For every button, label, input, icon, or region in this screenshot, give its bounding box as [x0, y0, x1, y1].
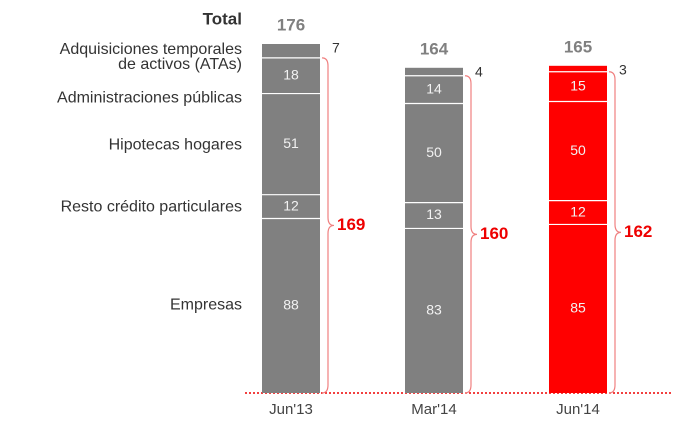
total-value: 176	[277, 15, 305, 34]
brace-label: 169	[337, 215, 365, 234]
segment-label: 12	[570, 203, 586, 219]
segment-label: 83	[426, 301, 442, 317]
series-label: Adquisiciones temporales de activos (ATA…	[59, 41, 242, 73]
brace-label: 160	[480, 224, 508, 243]
segment-label: 13	[426, 206, 442, 222]
total-value: 164	[420, 39, 449, 58]
bar-segment	[262, 218, 320, 393]
x-tick-label: Mar'14	[411, 401, 456, 418]
total-value: 165	[564, 37, 592, 56]
bar-segment	[262, 57, 320, 94]
series-label: Empresas	[169, 296, 242, 314]
brace	[321, 57, 335, 394]
segment-label: 88	[283, 296, 299, 312]
x-tick-label: Jun'14	[556, 401, 600, 418]
bar-segment	[549, 71, 607, 102]
segment-label: 50	[570, 142, 586, 158]
bar-segment	[405, 67, 463, 76]
segment-label: 4	[475, 63, 483, 79]
bar-segment	[549, 224, 607, 393]
segment-label: 3	[619, 62, 627, 78]
bar-segment	[549, 101, 607, 201]
brace-label: 162	[624, 222, 652, 241]
bar-segment	[405, 228, 463, 393]
segment-label: 18	[283, 66, 299, 82]
bar-segment	[549, 65, 607, 72]
segment-label: 85	[570, 299, 586, 315]
bar-segment	[405, 103, 463, 203]
segment-label: 51	[283, 135, 299, 151]
bar-segment	[262, 93, 320, 195]
x-tick-label: Jun'13	[269, 401, 313, 418]
bar-segment	[549, 200, 607, 225]
bar-segment	[262, 194, 320, 219]
bar-segment	[262, 44, 320, 58]
series-label: Resto crédito particulares	[60, 198, 242, 216]
segment-label: 50	[426, 144, 442, 160]
total-label: Total	[203, 9, 242, 28]
segment-label: 15	[570, 77, 586, 93]
bar-segment	[405, 75, 463, 104]
series-label: Administraciones públicas	[57, 89, 242, 107]
segment-label: 14	[426, 80, 442, 96]
brace	[464, 75, 478, 394]
series-label: Hipotecas hogares	[108, 136, 242, 154]
segment-label: 7	[332, 40, 340, 56]
brace	[608, 71, 622, 394]
segment-label: 12	[283, 197, 299, 213]
bar-segment	[405, 202, 463, 229]
